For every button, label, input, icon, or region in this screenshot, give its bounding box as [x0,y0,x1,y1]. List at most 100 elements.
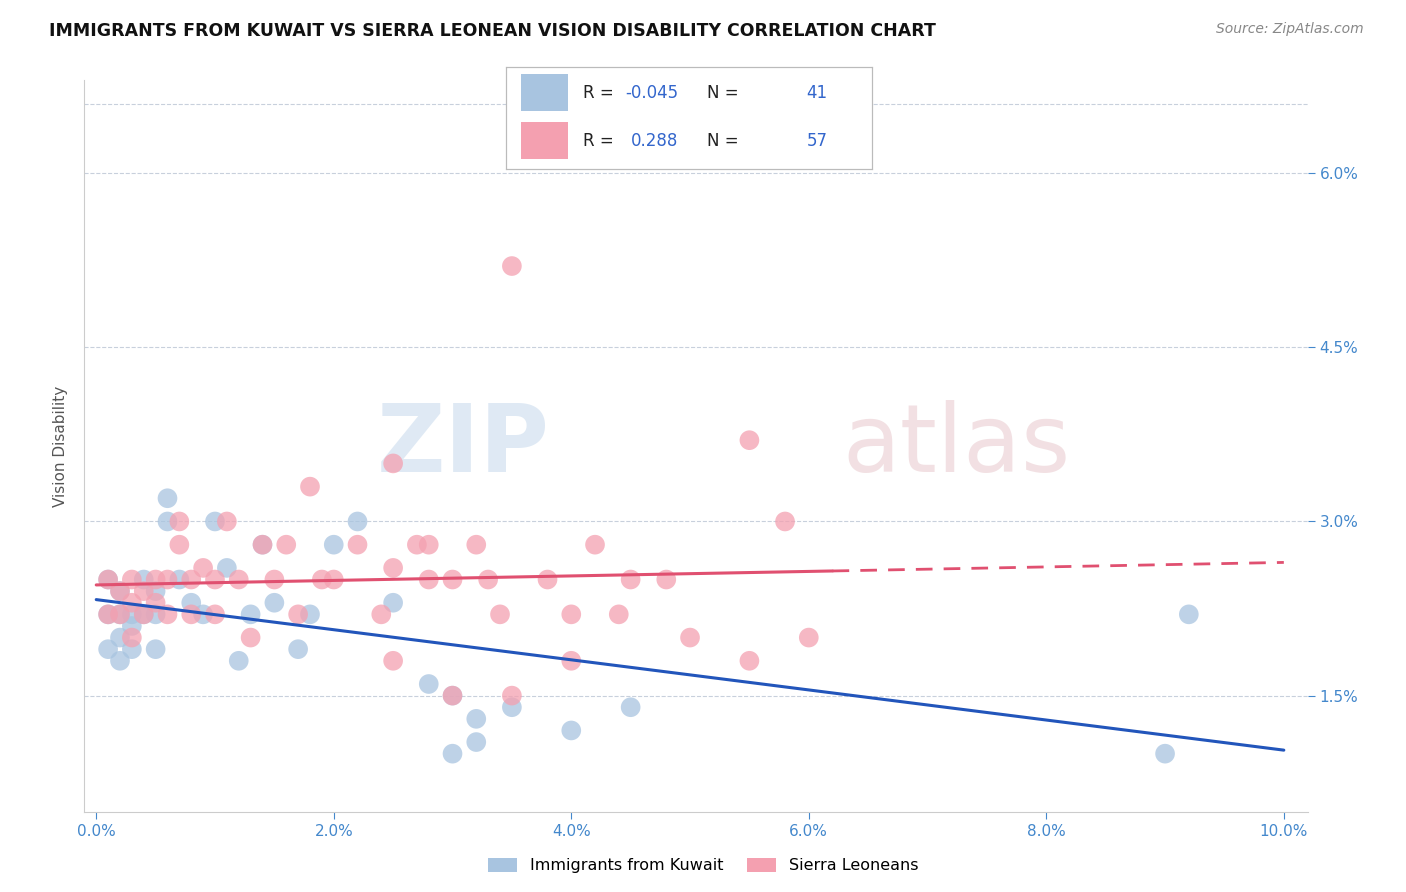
Text: IMMIGRANTS FROM KUWAIT VS SIERRA LEONEAN VISION DISABILITY CORRELATION CHART: IMMIGRANTS FROM KUWAIT VS SIERRA LEONEAN… [49,22,936,40]
Point [145,573,167,587]
Point [145,584,167,599]
Point [298,480,321,494]
Point [204,607,226,622]
Legend: Immigrants from Kuwait, Sierra Leoneans: Immigrants from Kuwait, Sierra Leoneans [482,851,924,880]
Point [108,654,131,668]
Point [108,584,131,599]
Point [298,607,321,622]
Point [121,642,143,657]
Point [346,515,368,529]
Point [287,607,309,622]
Point [145,642,167,657]
Point [418,573,440,587]
Point [773,515,796,529]
Point [263,573,285,587]
Point [252,538,274,552]
Point [121,573,143,587]
Point [583,538,606,552]
Point [1178,607,1201,622]
Point [180,596,202,610]
Point [263,596,285,610]
Point [145,607,167,622]
Point [239,631,262,645]
Point [679,631,702,645]
Point [441,747,464,761]
Point [441,689,464,703]
Point [370,607,392,622]
Point [132,607,155,622]
Text: 57: 57 [807,132,828,150]
Point [252,538,274,552]
Point [620,700,643,714]
Point [620,573,643,587]
Point [346,538,368,552]
Point [132,573,155,587]
Point [239,607,262,622]
Point [97,573,120,587]
Text: Source: ZipAtlas.com: Source: ZipAtlas.com [1216,22,1364,37]
Point [441,573,464,587]
Text: -0.045: -0.045 [624,84,678,102]
Point [204,515,226,529]
Point [156,491,179,506]
Point [441,689,464,703]
Point [108,631,131,645]
Point [738,654,761,668]
Point [121,619,143,633]
Point [215,561,238,575]
Text: R =: R = [583,132,613,150]
Text: 41: 41 [807,84,828,102]
FancyBboxPatch shape [520,74,568,111]
Point [655,573,678,587]
Point [169,515,191,529]
Point [322,538,344,552]
Point [418,538,440,552]
FancyBboxPatch shape [520,122,568,159]
Point [322,573,344,587]
Point [121,596,143,610]
Point [501,259,523,273]
Point [108,584,131,599]
Point [477,573,499,587]
Point [607,607,630,622]
Point [501,700,523,714]
Point [738,433,761,447]
Point [501,689,523,703]
Point [121,607,143,622]
Point [465,538,488,552]
Point [132,584,155,599]
Point [191,561,214,575]
Point [132,607,155,622]
Point [169,573,191,587]
Point [108,607,131,622]
Point [97,607,120,622]
Point [228,654,250,668]
Point [215,515,238,529]
Point [287,642,309,657]
Point [560,607,582,622]
Text: N =: N = [707,132,738,150]
Point [156,573,179,587]
Point [97,607,120,622]
Point [204,573,226,587]
Point [489,607,512,622]
Point [1154,747,1177,761]
Text: N =: N = [707,84,738,102]
Point [382,457,405,471]
Point [97,573,120,587]
Point [406,538,429,552]
Point [145,596,167,610]
Point [418,677,440,691]
Point [560,654,582,668]
Point [191,607,214,622]
Point [169,538,191,552]
Point [382,654,405,668]
Point [156,607,179,622]
Point [156,515,179,529]
Text: atlas: atlas [842,400,1071,492]
Point [180,607,202,622]
Point [382,596,405,610]
Point [108,607,131,622]
Point [311,573,333,587]
Point [228,573,250,587]
